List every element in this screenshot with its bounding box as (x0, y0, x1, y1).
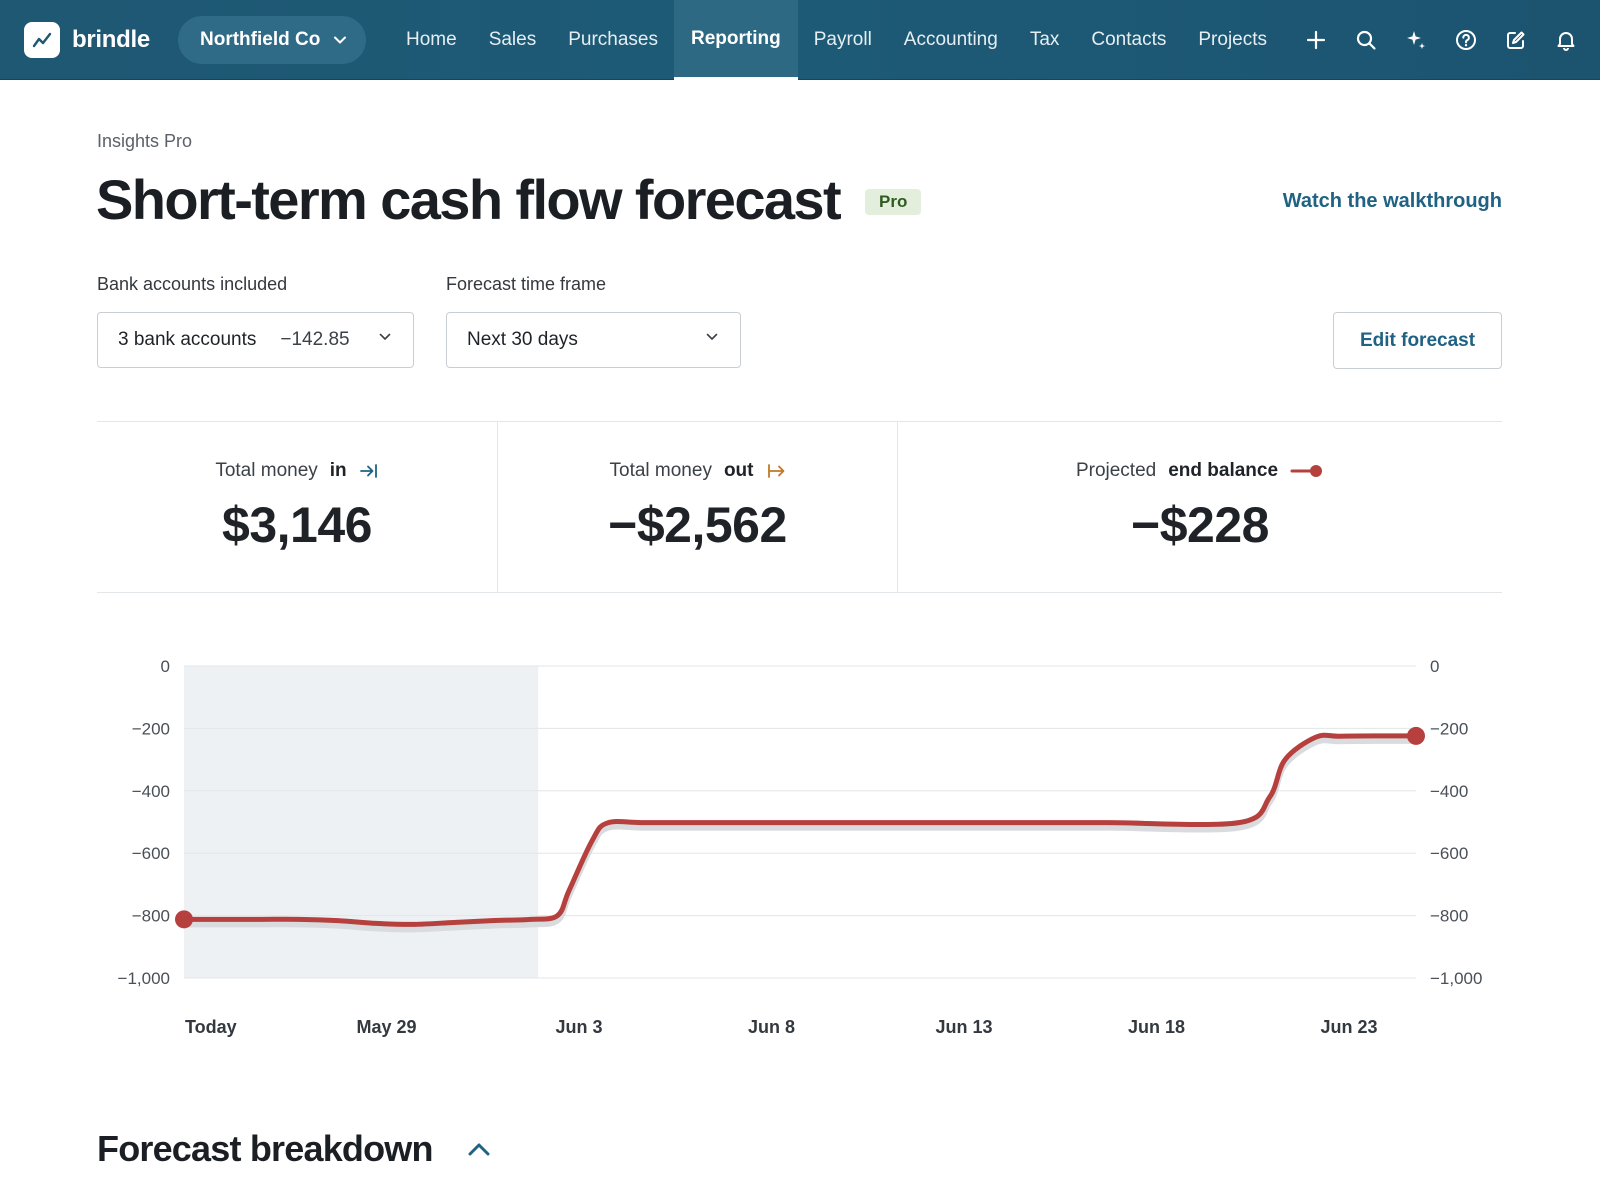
stat-label: Total money out (610, 460, 786, 482)
nav-tax[interactable]: Tax (1029, 29, 1060, 50)
compose-icon[interactable] (1502, 26, 1530, 54)
plus-icon[interactable] (1302, 26, 1330, 54)
stat-money-out: Total money out −$2,562 (497, 422, 897, 592)
cash-flow-chart: 0 0 −200 −200 −400 −400 −600 −600 −800 −800 −1,000… (118, 657, 1483, 1037)
nav-contacts[interactable]: Contacts (1091, 29, 1167, 50)
bank-accounts-label: Bank accounts included (97, 274, 288, 294)
help-icon[interactable] (1452, 26, 1480, 54)
stat-end-balance: Projected end balance −$228 (897, 422, 1502, 592)
nav-payroll[interactable]: Payroll (813, 29, 872, 50)
stat-label-prefix: Projected (1075, 460, 1157, 481)
nav-accounting[interactable]: Accounting (903, 29, 998, 50)
company-switcher[interactable]: Northfield Co (178, 16, 366, 64)
chart-ytick-right: −200 (1430, 719, 1468, 738)
bank-accounts-select[interactable]: 3 bank accounts −142.85 (97, 312, 414, 368)
stat-value: $3,146 (222, 497, 372, 553)
chart-ytick-right: −1,000 (1430, 969, 1482, 988)
stat-label-emphasis: end balance (1168, 460, 1279, 481)
chevron-down-icon (379, 333, 391, 341)
chart-ytick-right: −800 (1430, 907, 1468, 926)
forecast-summary: Total money in $3,146 Total money out −$… (97, 421, 1502, 593)
stat-value: −$2,562 (608, 497, 787, 553)
forecast-timeframe-label: Forecast time frame (446, 274, 607, 294)
bank-accounts-value: 3 bank accounts (118, 329, 257, 350)
chevron-up-icon (468, 1143, 490, 1156)
end-balance-icon (1290, 463, 1324, 479)
brand[interactable]: brindle (24, 22, 150, 58)
chart-ytick-right: 0 (1430, 657, 1439, 676)
chart-xtick-label: May 29 (356, 1017, 416, 1037)
nav-home[interactable]: Home (406, 29, 457, 50)
nav-icons (1302, 26, 1600, 54)
chart-xtick-label: Jun 13 (935, 1017, 992, 1037)
stat-label: Total money in (215, 460, 378, 482)
arrow-in-icon (359, 463, 379, 479)
chart-ytick-left: −200 (132, 719, 170, 738)
chart-ytick-left: −1,000 (118, 969, 170, 988)
company-name: Northfield Co (200, 29, 321, 50)
brand-logo-icon (24, 22, 60, 58)
brand-name: brindle (72, 26, 150, 53)
chart-start-point (175, 910, 193, 929)
chart-xtick-label: Jun 18 (1128, 1017, 1185, 1037)
stat-money-in: Total money in $3,146 (97, 422, 497, 592)
stat-value: −$228 (1131, 497, 1269, 553)
arrow-out-icon (766, 463, 786, 479)
nav-sales[interactable]: Sales (488, 29, 537, 50)
chart-end-point (1407, 726, 1425, 745)
forecast-timeframe-value: Next 30 days (467, 329, 578, 350)
search-icon[interactable] (1352, 26, 1380, 54)
nav-reporting[interactable]: Reporting (674, 0, 798, 80)
edit-forecast-button[interactable]: Edit forecast (1333, 312, 1502, 369)
chart-ytick-left: 0 (161, 657, 170, 676)
nav-links: Home Sales Purchases Reporting Payroll A… (390, 0, 1283, 80)
bank-accounts-balance: −142.85 (280, 329, 350, 350)
sparkle-icon[interactable] (1402, 26, 1430, 54)
stat-label-prefix: Total money (609, 460, 712, 481)
chart-ytick-left: −800 (132, 907, 170, 926)
chart-series-line (181, 732, 1419, 927)
chevron-down-icon (706, 333, 718, 341)
pro-badge: Pro (865, 189, 922, 215)
stat-label-emphasis: out (723, 460, 754, 481)
chart-ytick-right: −600 (1430, 844, 1468, 863)
bell-icon[interactable] (1552, 26, 1580, 54)
chart-ytick-left: −400 (132, 782, 170, 801)
chart-xtick-label: Today (185, 1017, 237, 1037)
chevron-down-icon (334, 36, 347, 44)
chart-shaded-region (184, 666, 539, 978)
chart-ytick-right: −400 (1430, 782, 1468, 801)
chart-xtick-label: Jun 8 (748, 1017, 795, 1037)
stat-label-emphasis: in (329, 460, 347, 481)
chart-xtick-label: Jun 23 (1320, 1017, 1377, 1037)
stat-label: Projected end balance (1076, 460, 1324, 482)
page-title: Short-term cash flow forecast (96, 168, 842, 231)
top-navigation: brindle Northfield Co Home Sales Purchas… (0, 0, 1600, 80)
chart-ytick-left: −600 (132, 844, 170, 863)
nav-purchases[interactable]: Purchases (568, 29, 658, 50)
collapse-breakdown-button[interactable] (466, 1138, 492, 1160)
nav-projects[interactable]: Projects (1198, 29, 1268, 50)
chart-xtick-label: Jun 3 (555, 1017, 602, 1037)
forecast-breakdown-title: Forecast breakdown (97, 1128, 434, 1169)
stat-label-prefix: Total money (215, 460, 318, 481)
watch-walkthrough-link[interactable]: Watch the walkthrough (1282, 190, 1502, 212)
page-eyebrow: Insights Pro (97, 131, 193, 151)
forecast-timeframe-select[interactable]: Next 30 days (446, 312, 741, 368)
